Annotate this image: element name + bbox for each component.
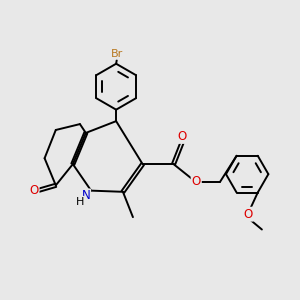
- Text: N: N: [81, 189, 90, 203]
- Text: O: O: [192, 175, 201, 188]
- Text: H: H: [76, 197, 84, 207]
- Text: O: O: [244, 208, 253, 221]
- Text: Br: Br: [111, 49, 123, 59]
- Text: O: O: [178, 130, 187, 143]
- Text: O: O: [29, 184, 39, 197]
